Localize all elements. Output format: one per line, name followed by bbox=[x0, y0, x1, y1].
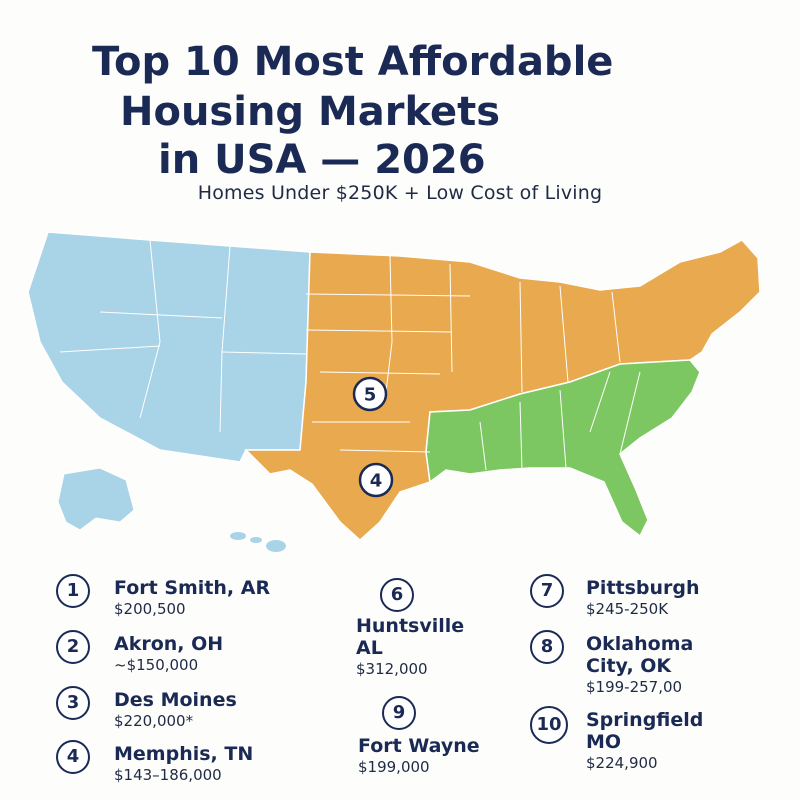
market-price: $199,000 bbox=[358, 758, 430, 776]
rank-badge: 3 bbox=[56, 686, 90, 720]
title-line-1: Top 10 Most Affordable bbox=[92, 39, 614, 85]
market-city-line-1: Oklahoma bbox=[586, 633, 694, 655]
market-city: Des Moines bbox=[114, 689, 237, 711]
svg-text:5: 5 bbox=[364, 385, 377, 406]
market-city-line-2: AL bbox=[356, 637, 383, 659]
state-borders bbox=[59, 239, 641, 471]
svg-text:4: 4 bbox=[370, 471, 383, 492]
market-city: Pittsburgh bbox=[586, 577, 700, 599]
market-city: Memphis, TN bbox=[114, 743, 254, 765]
rank-badge: 2 bbox=[56, 630, 90, 664]
market-city-line-1: Springfield bbox=[586, 709, 704, 731]
rank-badge: 8 bbox=[530, 630, 564, 664]
market-price: $220,000* bbox=[114, 712, 194, 730]
subtitle: Homes Under $250K + Low Cost of Living bbox=[197, 182, 603, 204]
map-marker-4: 4 bbox=[358, 462, 394, 498]
rank-badge: 7 bbox=[530, 574, 564, 608]
market-price: $224,900 bbox=[586, 754, 658, 772]
southeast-region bbox=[425, 359, 701, 538]
title-line-2: Housing Markets bbox=[120, 89, 501, 135]
rank-badge: 6 bbox=[380, 578, 414, 612]
market-city: Akron, OH bbox=[114, 633, 224, 655]
map-marker-5: 5 bbox=[352, 376, 388, 412]
title-line-3: in USA — 2026 bbox=[158, 137, 486, 183]
rank-badge: 10 bbox=[530, 706, 568, 744]
us-region-map: 5 4 bbox=[27, 231, 761, 552]
rank-badge: 4 bbox=[56, 740, 90, 774]
market-price: $143–186,000 bbox=[114, 766, 222, 784]
rank-badge: 9 bbox=[382, 696, 416, 730]
market-city-line-2: City, OK bbox=[586, 655, 672, 677]
hawaii-shape bbox=[230, 532, 286, 552]
market-city: Fort Wayne bbox=[358, 735, 480, 757]
market-price: $245-250K bbox=[586, 600, 669, 618]
market-city-line-2: MO bbox=[586, 731, 622, 753]
west-region bbox=[27, 231, 311, 463]
rank-badge: 1 bbox=[56, 574, 90, 608]
market-city-line-1: Huntsville bbox=[356, 615, 465, 637]
market-price: $200,500 bbox=[114, 600, 186, 618]
alaska-shape bbox=[57, 467, 135, 531]
market-price: ~$150,000 bbox=[114, 656, 199, 674]
market-city: Fort Smith, AR bbox=[114, 577, 271, 599]
market-price: $199-257,00 bbox=[586, 678, 683, 696]
market-price: $312,000 bbox=[356, 660, 428, 678]
